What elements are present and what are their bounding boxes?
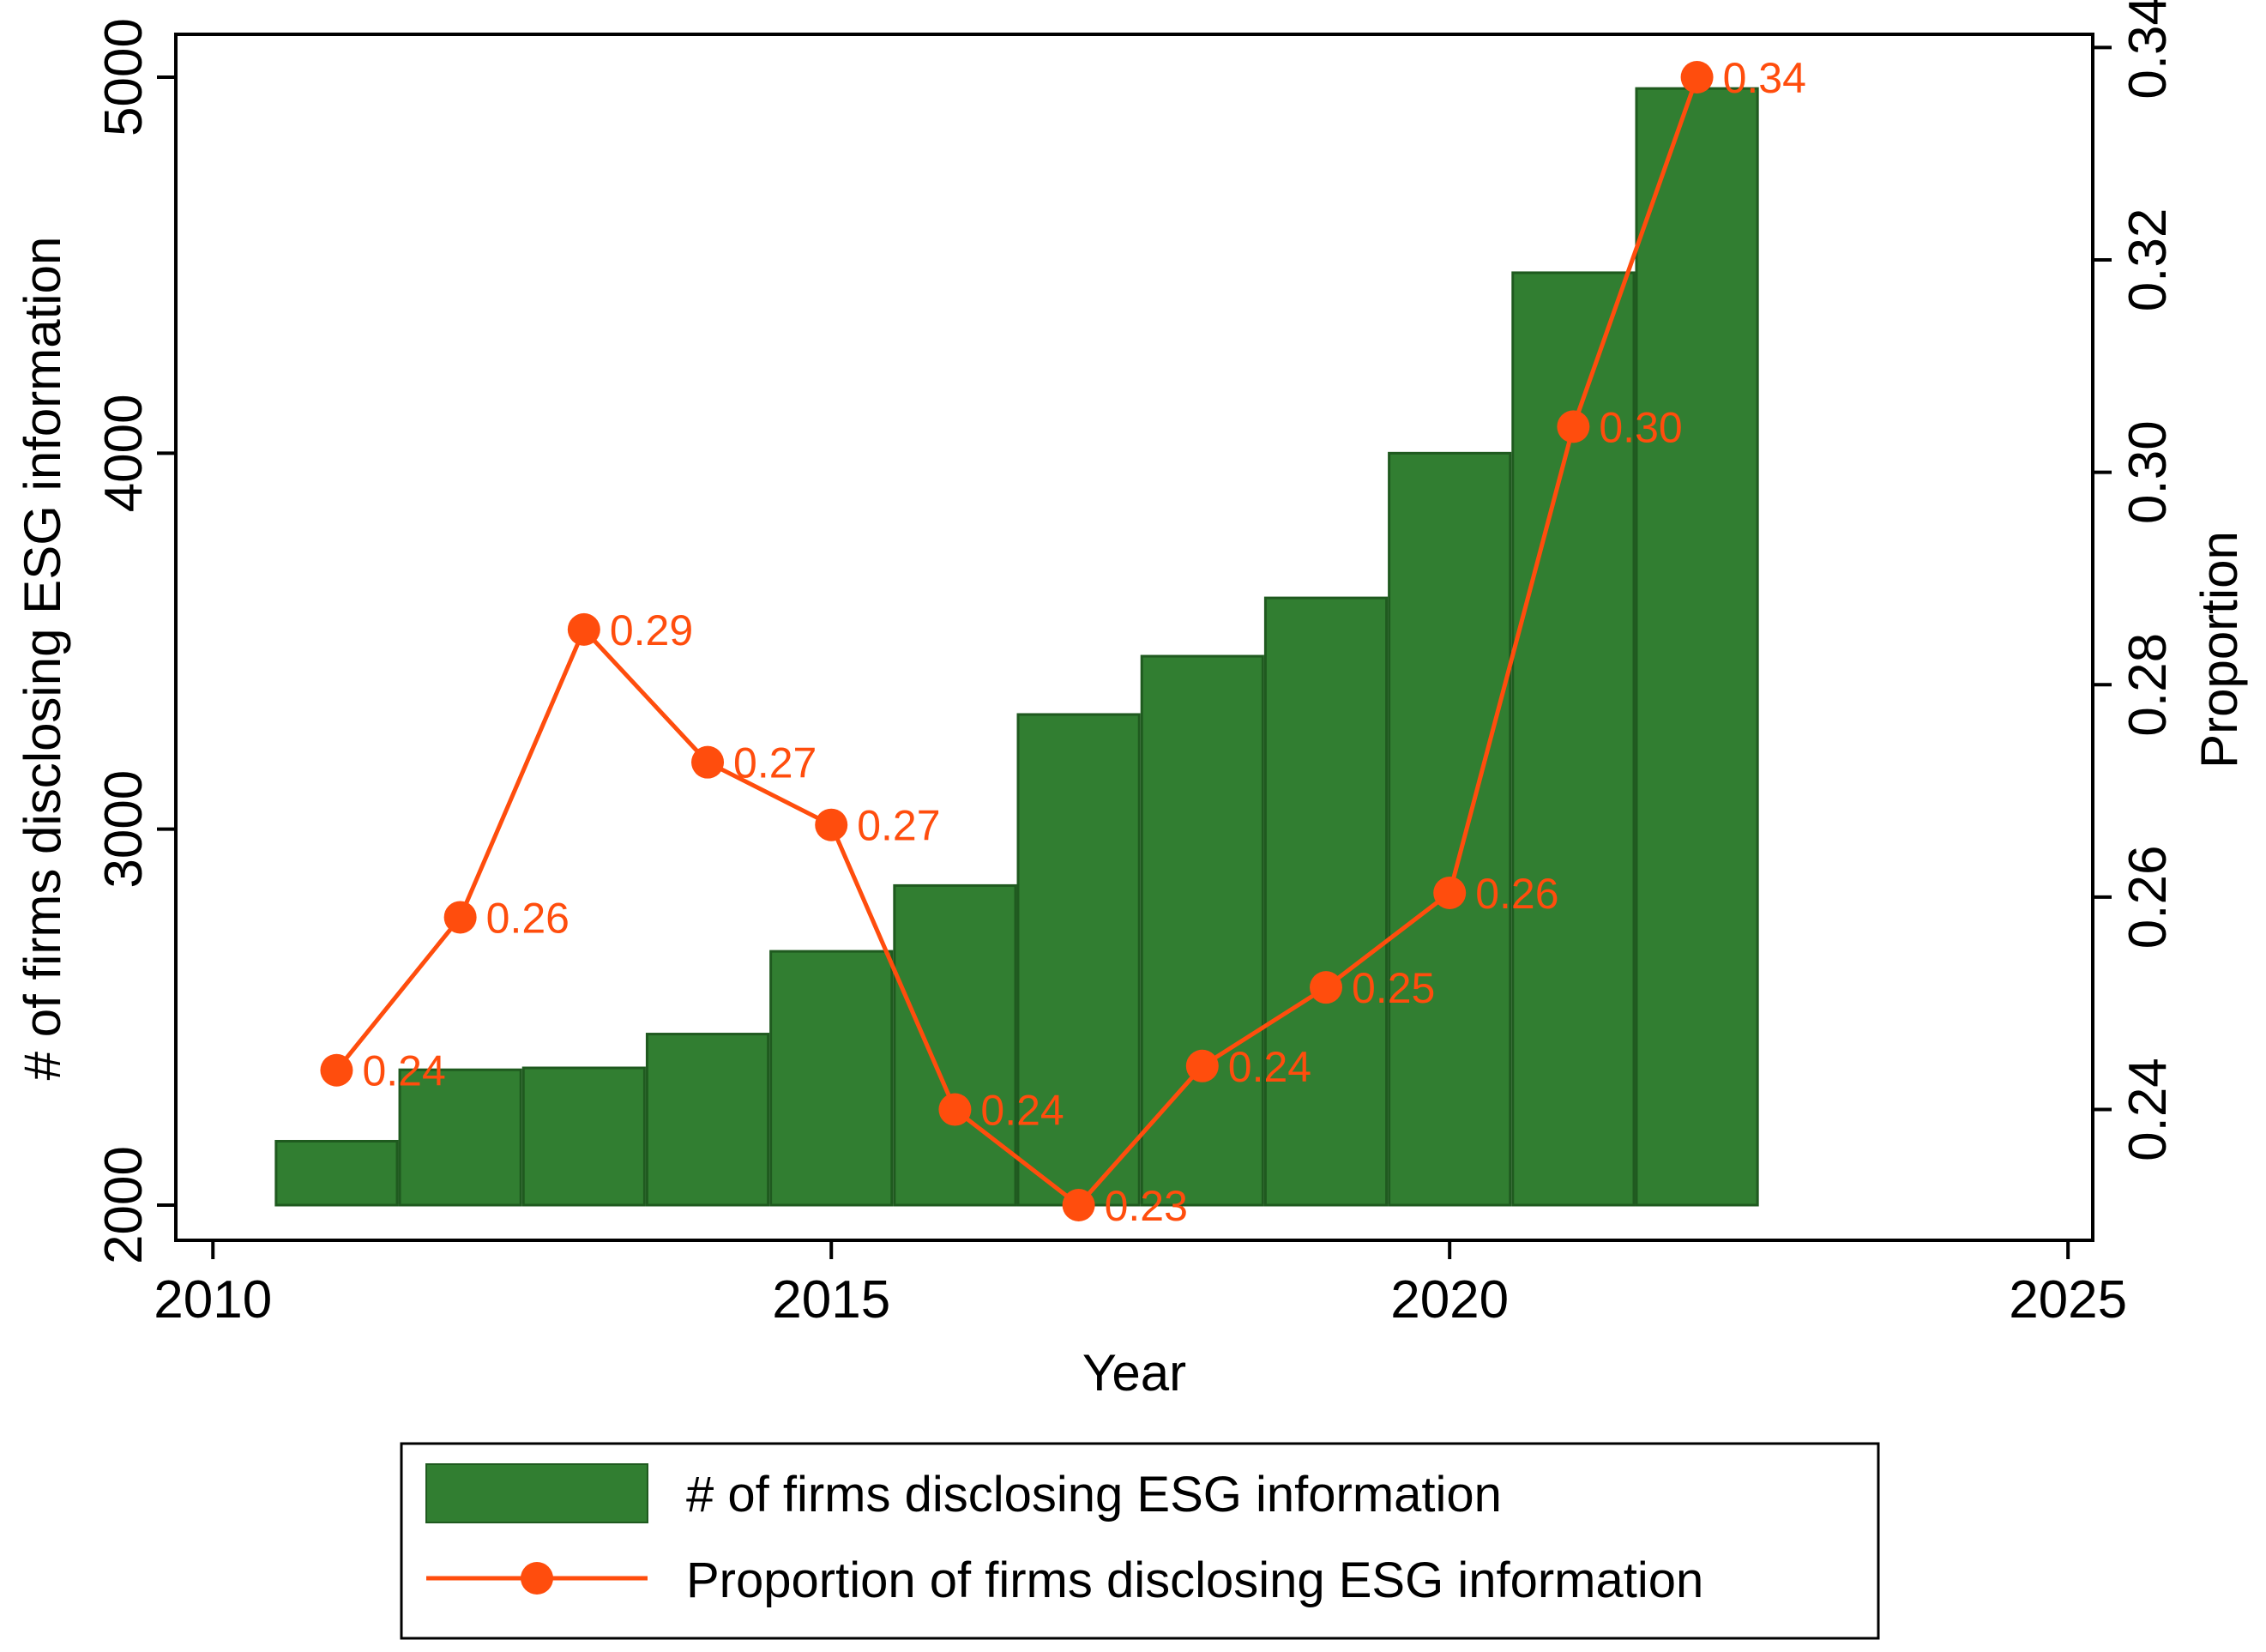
proportion-label-2022: 0.34 — [1723, 54, 1806, 102]
x-axis-title: Year — [1082, 1344, 1186, 1402]
y-right-tick-label-0.26: 0.26 — [2118, 846, 2178, 950]
legend-line-label: Proportion of firms disclosing ESG infor… — [686, 1553, 1703, 1608]
bar-2015 — [769, 950, 894, 1207]
proportion-label-2019: 0.25 — [1352, 964, 1435, 1012]
proportion-label-2015: 0.27 — [857, 802, 940, 850]
proportion-label-2018: 0.24 — [1228, 1043, 1311, 1091]
x-tick-label-2020: 2020 — [1390, 1270, 1509, 1329]
proportion-label-2021: 0.30 — [1599, 403, 1682, 451]
x-tick-label-2015: 2015 — [772, 1270, 890, 1329]
proportion-point-2013 — [567, 612, 600, 646]
legend-bar-label: # of firms disclosing ESG information — [686, 1467, 1502, 1522]
bar-2012 — [398, 1068, 522, 1207]
proportion-point-2018 — [1185, 1049, 1219, 1082]
proportion-label-2012: 0.26 — [486, 894, 570, 942]
bar-2019 — [1263, 596, 1389, 1207]
proportion-point-2022 — [1680, 61, 1714, 93]
x-tick-label-2025: 2025 — [2009, 1270, 2127, 1329]
proportion-label-2014: 0.27 — [733, 739, 817, 787]
proportion-label-2011: 0.24 — [362, 1047, 445, 1095]
y-right-tick-label-0.34: 0.34 — [2118, 0, 2178, 99]
proportion-point-2021 — [1557, 410, 1590, 443]
line-layer: 0.24 0.26 0.29 0.27 0.27 0.24 0.23 0.24 0.25 0.26… — [320, 54, 1806, 1230]
proportion-label-2017: 0.23 — [1105, 1182, 1188, 1230]
legend-line-marker — [521, 1562, 553, 1595]
proportion-point-2015 — [815, 808, 848, 841]
bar-2022 — [1635, 87, 1759, 1207]
bar-2011 — [274, 1139, 399, 1207]
y-left-tick-label-2000: 2000 — [94, 1146, 154, 1264]
y-right-tick-label-0.3: 0.30 — [2118, 420, 2178, 524]
proportion-point-2012 — [443, 901, 477, 934]
bar-2018 — [1140, 654, 1264, 1207]
legend: # of firms disclosing ESG information Pr… — [400, 1442, 1880, 1640]
bar-2014 — [645, 1033, 770, 1207]
proportion-point-2019 — [1310, 971, 1342, 1004]
y-right-tick-label-0.28: 0.28 — [2118, 633, 2178, 737]
proportion-point-2020 — [1433, 876, 1467, 909]
bars-layer — [274, 87, 1759, 1207]
bar-2016 — [893, 883, 1017, 1207]
proportion-label-2020: 0.26 — [1475, 870, 1558, 918]
proportion-point-2011 — [320, 1053, 353, 1087]
x-tick-label-2010: 2010 — [154, 1270, 272, 1329]
y-left-tick-label-5000: 5000 — [94, 18, 154, 136]
axes-layer: 2010 2015 2020 2025 2000 3000 4000 5000 0.24 0.26… — [94, 0, 2178, 1329]
bar-2013 — [521, 1066, 646, 1207]
proportion-line — [334, 76, 1699, 1209]
proportion-point-2014 — [691, 745, 725, 779]
proportion-label-2013: 0.29 — [610, 606, 693, 654]
y-right-tick-label-0.24: 0.24 — [2118, 1058, 2178, 1161]
y-right-tick-label-0.32: 0.32 — [2118, 208, 2178, 312]
proportion-point-2017 — [1062, 1189, 1095, 1221]
plot-frame — [174, 33, 2094, 1242]
bar-2020 — [1388, 451, 1512, 1207]
y-axis-right-title: Proportion — [2191, 531, 2248, 769]
y-axis-left-title: # of firms disclosing ESG information — [14, 237, 71, 1081]
legend-bar-swatch — [425, 1463, 648, 1523]
y-left-tick-label-3000: 3000 — [94, 770, 154, 889]
proportion-point-2016 — [938, 1093, 972, 1126]
y-left-tick-label-4000: 4000 — [94, 394, 154, 512]
proportion-label-2016: 0.24 — [980, 1087, 1064, 1135]
bar-2017 — [1016, 713, 1141, 1207]
